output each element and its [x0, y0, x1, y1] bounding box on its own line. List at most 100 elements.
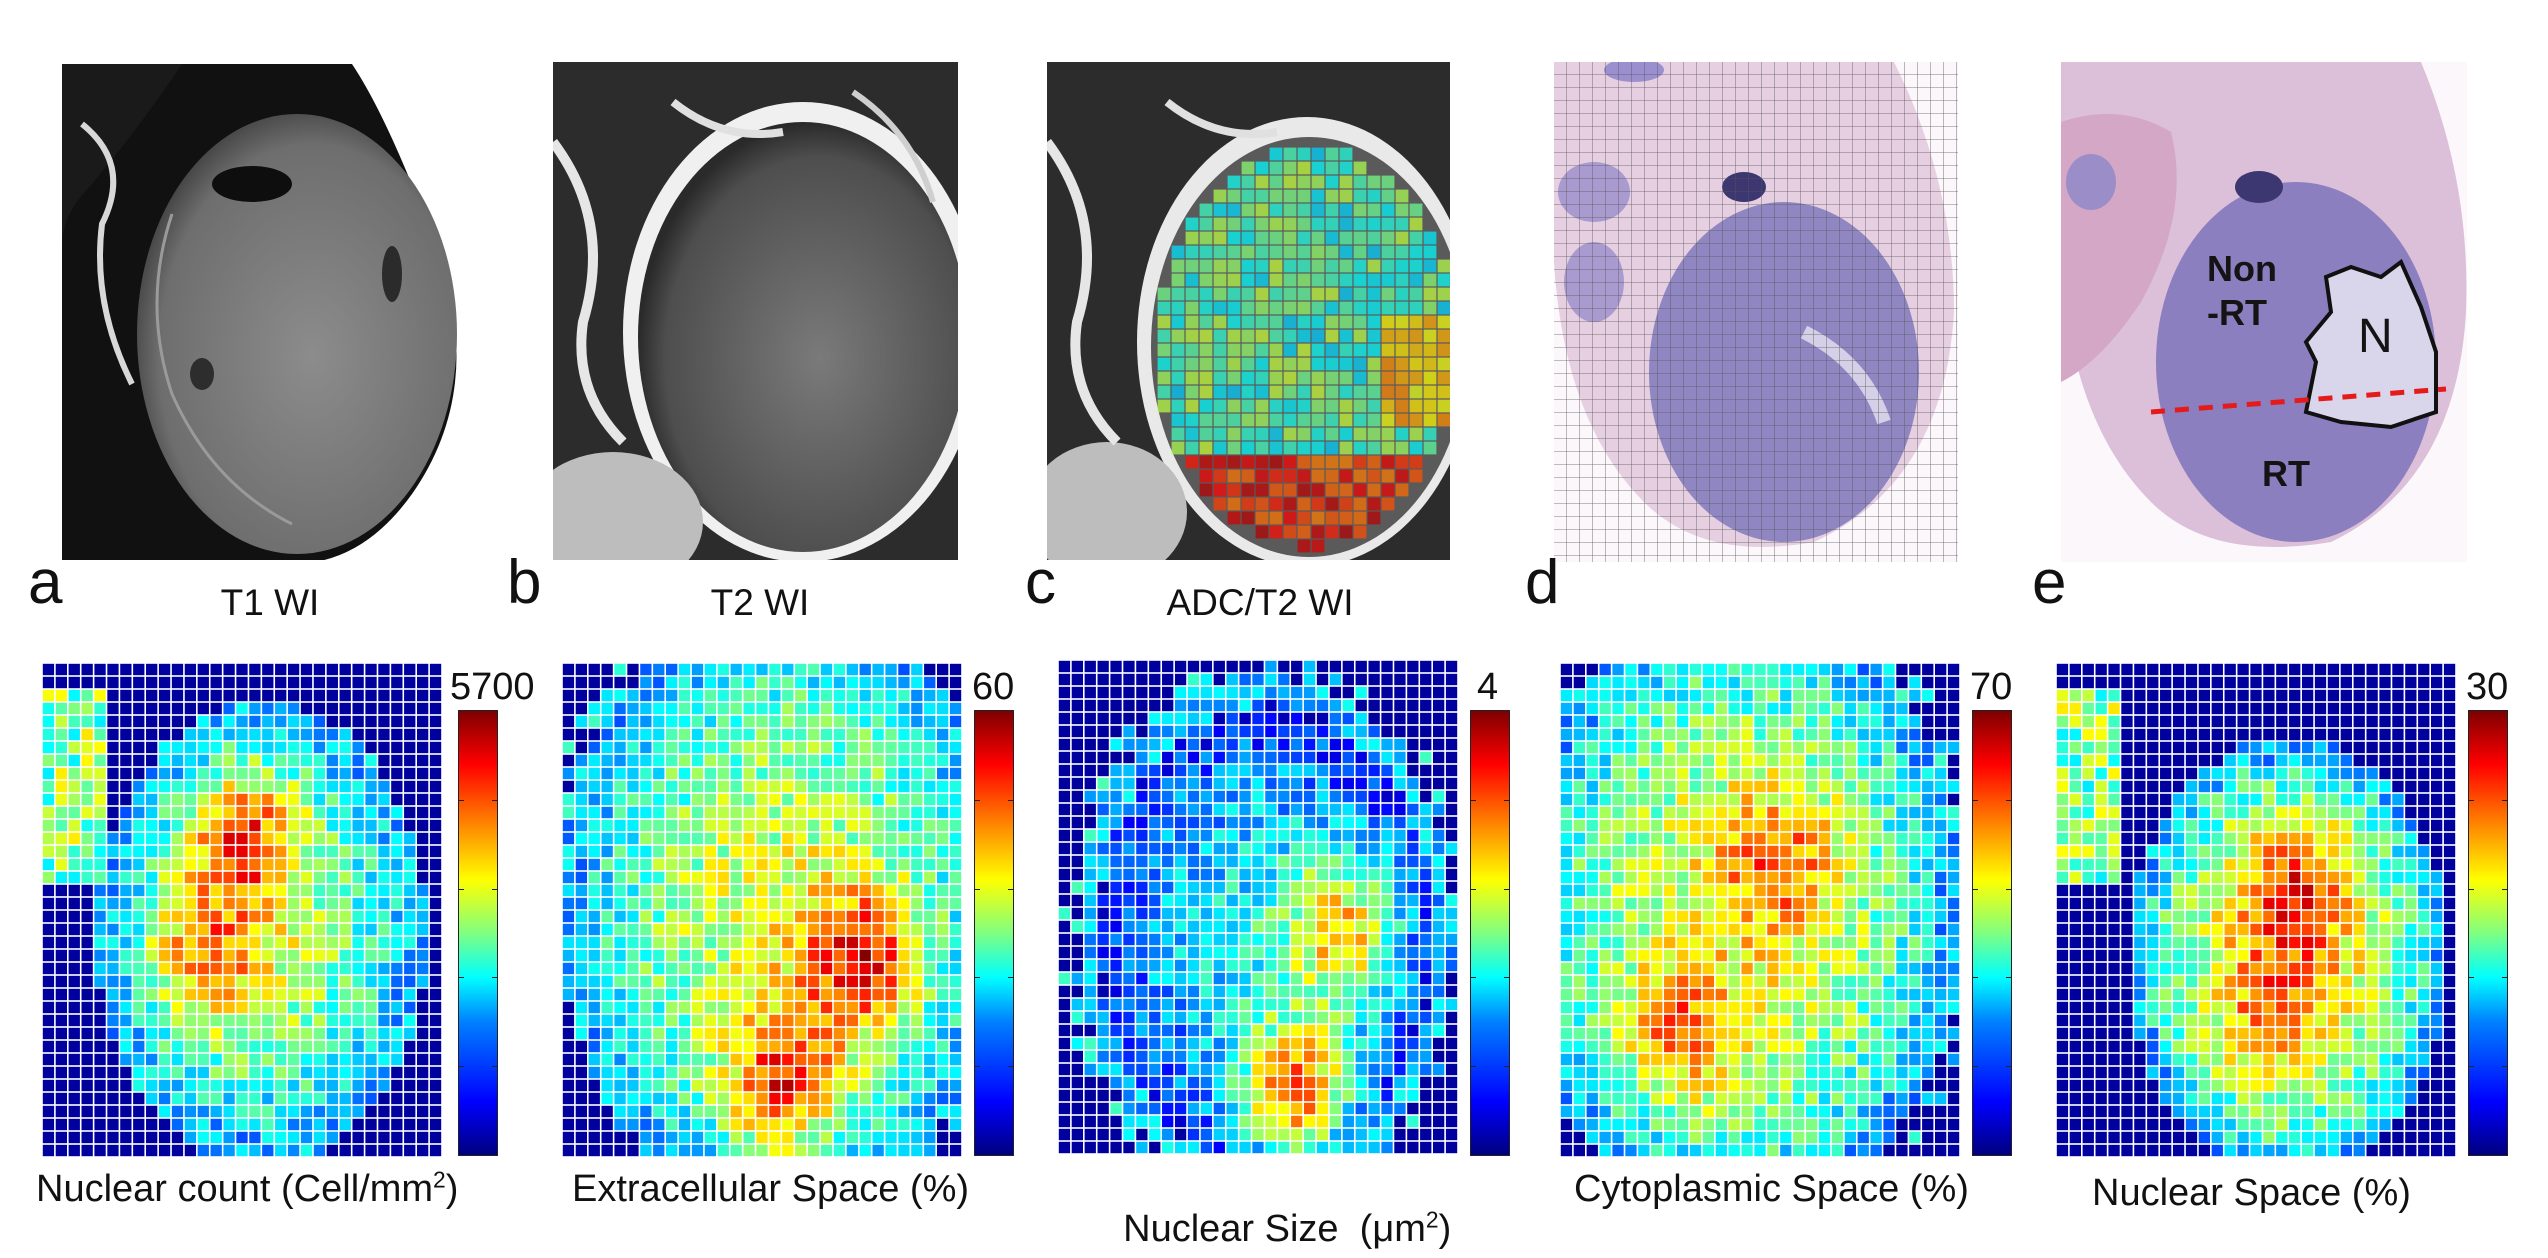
map-cell	[1097, 803, 1109, 816]
map-cell	[1316, 933, 1329, 946]
map-cell	[601, 1131, 613, 1144]
map-cell	[1213, 1089, 1225, 1102]
map-cell	[730, 897, 742, 910]
map-cell	[210, 676, 222, 689]
map-cell	[1599, 884, 1611, 897]
map-cell	[1110, 777, 1122, 790]
map-cell	[872, 884, 884, 897]
map-cell	[717, 806, 729, 819]
map-cell	[1767, 767, 1779, 780]
map-cell	[197, 949, 209, 962]
map-cell	[81, 936, 93, 949]
adc-cell	[1311, 231, 1325, 245]
map-cell	[1394, 764, 1406, 777]
map-cell	[223, 702, 235, 715]
map-cell	[1226, 699, 1238, 712]
map-cell	[416, 1079, 429, 1092]
map-cell	[158, 806, 171, 819]
map-cell	[1174, 868, 1187, 881]
adc-cell	[1367, 245, 1381, 259]
map-cell	[1265, 764, 1277, 777]
adc-cell	[1409, 455, 1423, 469]
map-cell	[704, 780, 717, 793]
map-cell	[1689, 871, 1702, 884]
map-cell	[1303, 842, 1316, 855]
map-cell	[769, 975, 781, 988]
map-cell	[1381, 972, 1393, 985]
map-cell	[171, 949, 184, 962]
map-cell	[1909, 819, 1921, 832]
map-cell	[1573, 663, 1585, 676]
map-cell	[210, 988, 222, 1001]
map-cell	[653, 1105, 665, 1118]
map-cell	[1857, 715, 1869, 728]
map-cell	[678, 962, 691, 975]
map-cell	[429, 1040, 442, 1053]
dashed-boundary-line	[2150, 386, 2447, 415]
map-cell	[1291, 894, 1303, 907]
map-cell	[756, 793, 768, 806]
map-cell	[1187, 907, 1200, 920]
map-cell	[678, 910, 691, 923]
map-cell	[1278, 1037, 1290, 1050]
map-cell	[1676, 1027, 1689, 1040]
map-cell	[653, 858, 665, 871]
map-cell	[1599, 1001, 1611, 1014]
map-cell	[1793, 793, 1805, 806]
adc-cell	[1437, 259, 1450, 273]
map-cell	[1586, 897, 1598, 910]
map-cell	[1676, 858, 1689, 871]
map-cell	[1252, 803, 1264, 816]
map-cell	[1870, 988, 1882, 1001]
map-cell	[885, 1053, 897, 1066]
map-cell	[133, 1144, 145, 1157]
map-cell	[562, 1040, 575, 1053]
map-cell	[924, 793, 936, 806]
map-cell	[1844, 1027, 1856, 1040]
map-cell	[575, 767, 587, 780]
map-cell	[1252, 933, 1264, 946]
map-cell	[352, 741, 364, 754]
map-cell	[1560, 871, 1573, 884]
map-cell	[81, 754, 93, 767]
map-cell	[133, 1079, 145, 1092]
adc-cell	[1311, 273, 1325, 287]
map-cell	[666, 1040, 678, 1053]
map-cell	[1200, 699, 1213, 712]
map-cell	[55, 962, 67, 975]
map-cell	[1947, 780, 1960, 793]
map-cell	[262, 780, 274, 793]
map-cell	[1368, 920, 1380, 933]
map-cell	[1252, 907, 1264, 920]
adc-cell	[1395, 483, 1409, 497]
map-cell	[1780, 793, 1792, 806]
map-cell	[1818, 676, 1831, 689]
map-cell	[1278, 1089, 1290, 1102]
map-cell	[146, 858, 158, 871]
map-cell	[1303, 855, 1316, 868]
map-cell	[1071, 868, 1083, 881]
map-cell	[911, 988, 923, 1001]
map-cell	[936, 1001, 949, 1014]
map-cell	[717, 832, 729, 845]
adc-cell	[1227, 301, 1241, 315]
adc-cell	[1297, 147, 1311, 161]
map-cell	[1586, 689, 1598, 702]
map-cell	[184, 949, 197, 962]
map-cell	[120, 702, 132, 715]
map-cell	[562, 923, 575, 936]
map-cell	[1187, 1011, 1200, 1024]
map-cell	[1715, 1053, 1727, 1066]
map-cell	[1123, 1128, 1135, 1141]
map-cell	[1651, 728, 1663, 741]
adc-cell	[1269, 441, 1283, 455]
map-cell	[1162, 946, 1174, 959]
adc-cell	[1283, 161, 1297, 175]
map-cell	[807, 702, 820, 715]
map-cell	[743, 702, 755, 715]
map-cell	[1058, 712, 1071, 725]
map-cell	[833, 715, 846, 728]
adc-cell	[1283, 217, 1297, 231]
map-cell	[678, 949, 691, 962]
map-cell	[1239, 972, 1251, 985]
